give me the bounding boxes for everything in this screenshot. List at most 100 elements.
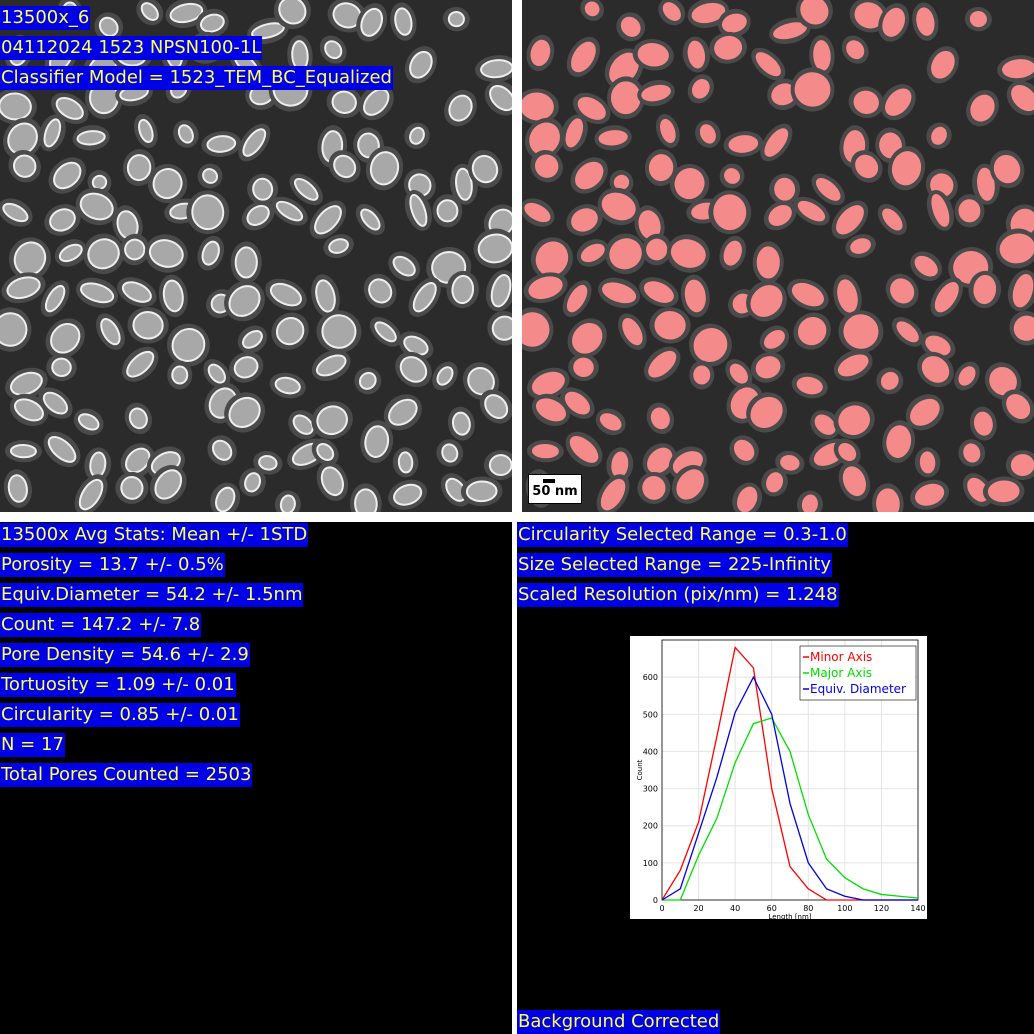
- pore: [958, 439, 986, 467]
- pore: [746, 280, 787, 322]
- pore: [642, 443, 677, 478]
- pore-body: [125, 447, 151, 474]
- y-tick-label: 500: [643, 710, 658, 719]
- pore: [649, 307, 691, 344]
- pore: [580, 0, 604, 21]
- pore: [989, 150, 1025, 189]
- pore: [669, 163, 710, 204]
- pore: [680, 274, 710, 318]
- pore-body: [9, 444, 37, 459]
- pore: [605, 233, 646, 275]
- pore-body: [50, 322, 81, 354]
- pore-body: [6, 276, 41, 300]
- pore-body: [91, 174, 108, 190]
- pore: [0, 307, 32, 352]
- pore-body: [766, 472, 784, 493]
- pore: [891, 317, 924, 347]
- stat-line: Circularity = 0.85 +/- 0.01: [0, 703, 240, 727]
- pore-body: [800, 0, 829, 25]
- pore: [404, 46, 437, 84]
- pore-body: [13, 398, 44, 422]
- pore: [311, 401, 353, 440]
- pore: [253, 450, 283, 475]
- pore: [201, 131, 242, 157]
- pore: [964, 6, 992, 32]
- pore: [319, 35, 347, 64]
- pore-body: [714, 35, 743, 60]
- pore-body: [637, 43, 669, 67]
- pore-body: [394, 7, 413, 36]
- pore: [597, 187, 640, 226]
- pore: [173, 120, 199, 148]
- pore-body: [756, 246, 780, 279]
- pore-body: [275, 316, 305, 346]
- pore: [926, 46, 959, 84]
- pore: [876, 367, 904, 395]
- pore: [74, 474, 108, 512]
- pore: [877, 203, 907, 236]
- pore: [76, 277, 119, 308]
- pore: [133, 114, 158, 148]
- pore-body: [448, 94, 473, 122]
- pore: [96, 313, 125, 350]
- pore-body: [211, 439, 233, 461]
- pore: [594, 125, 632, 151]
- x-tick-label: 120: [874, 904, 889, 913]
- pore-body: [321, 314, 357, 349]
- pore-body: [750, 285, 783, 317]
- pore-body: [729, 363, 748, 384]
- stat-line: Pore Density = 54.6 +/- 2.9: [0, 643, 250, 667]
- pore: [117, 277, 157, 308]
- pore-body: [610, 81, 641, 115]
- pore: [666, 234, 710, 273]
- pore-body: [363, 88, 390, 116]
- pore-body: [76, 130, 106, 146]
- pore: [475, 55, 512, 83]
- pore: [885, 273, 919, 309]
- pore: [309, 200, 347, 239]
- pore-body: [853, 90, 879, 114]
- pore-body: [838, 405, 870, 436]
- stat-line: Equiv.Diameter = 54.2 +/- 1.5nm: [0, 583, 304, 607]
- pore: [40, 280, 70, 317]
- image-label: 13500x_6: [0, 6, 91, 30]
- pore-body: [206, 135, 237, 153]
- pore: [910, 479, 950, 510]
- pore: [460, 476, 503, 507]
- pore-body: [171, 328, 206, 362]
- pore-body: [584, 1, 600, 17]
- pore: [917, 351, 954, 388]
- pore-body: [399, 356, 428, 383]
- pore-body: [987, 480, 1020, 503]
- pore: [526, 440, 564, 463]
- pore-body: [914, 255, 938, 277]
- pore: [436, 439, 464, 467]
- pore: [787, 278, 829, 311]
- pore: [383, 394, 422, 431]
- x-tick-label: 100: [837, 904, 852, 913]
- stat-line: Porosity = 13.7 +/- 0.5%: [0, 553, 225, 577]
- pore: [124, 402, 153, 435]
- pore-body: [791, 282, 824, 307]
- pore-body: [228, 285, 261, 317]
- pore: [790, 67, 835, 112]
- pore-body: [331, 90, 357, 114]
- stat-line: Total Pores Counted = 2503: [0, 763, 253, 787]
- pore-body: [641, 84, 671, 102]
- pore-body: [958, 199, 981, 223]
- pore-body: [721, 13, 747, 33]
- pore: [75, 187, 118, 226]
- pore-body: [963, 443, 981, 463]
- pore: [524, 117, 565, 160]
- pore: [446, 270, 480, 309]
- pore: [522, 88, 559, 125]
- pore-body: [202, 168, 219, 184]
- pore: [442, 6, 470, 32]
- pore-body: [314, 205, 342, 235]
- pore-body: [252, 177, 274, 201]
- pore-body: [360, 208, 381, 231]
- pore: [271, 312, 309, 350]
- pore: [241, 200, 275, 231]
- pore-body: [451, 411, 471, 436]
- pore-body: [565, 118, 584, 148]
